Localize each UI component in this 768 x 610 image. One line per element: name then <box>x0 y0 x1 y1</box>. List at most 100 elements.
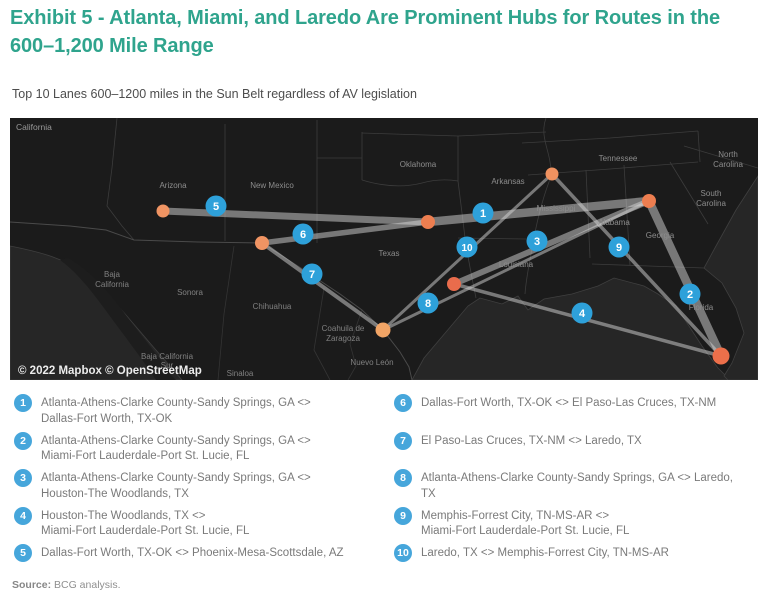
hub-dot-houston <box>447 277 461 291</box>
route-line-2 <box>644 196 726 361</box>
state-label-mississippi: Mississippi <box>537 204 576 213</box>
lane-marker-9: 9 <box>608 236 630 258</box>
lane-marker-4: 4 <box>571 302 593 324</box>
route-map[interactable]: 1 2 3 4 5 6 7 8 9 10 California Oklahoma… <box>10 118 758 380</box>
legend-item-3: 3 Atlanta-Athens-Clarke County-Sandy Spr… <box>14 467 394 505</box>
state-label-sinaloa: Sinaloa <box>227 369 254 378</box>
state-label-alabama: Alabama <box>598 218 630 227</box>
state-label-chihuahua: Chihuahua <box>253 302 292 311</box>
atlantic-ocean <box>703 175 758 380</box>
lane-marker-label: 3 <box>534 236 540 248</box>
lane-description-line1: Atlanta-Athens-Clarke County-Sandy Sprin… <box>41 434 311 447</box>
state-label-baja-california: Baja <box>104 270 121 279</box>
lane-number-badge: 10 <box>394 544 412 563</box>
state-label-arizona: Arizona <box>159 181 187 190</box>
state-label-north-carolina: North <box>718 150 738 159</box>
state-label-arkansas: Arkansas <box>491 177 524 186</box>
source-note: Source: BCG analysis. <box>12 579 121 591</box>
lane-marker-1: 1 <box>472 202 494 224</box>
water-areas <box>10 175 758 380</box>
map-canvas: 1 2 3 4 5 6 7 8 9 10 California Oklahoma… <box>10 118 758 380</box>
lane-marker-5: 5 <box>205 195 227 217</box>
hub-dot-atlanta <box>642 194 656 208</box>
hub-dot-dallas <box>421 215 435 229</box>
lane-description: El Paso-Las Cruces, TX-NM <> Laredo, TX <box>421 432 642 450</box>
route-line-9 <box>550 172 723 358</box>
state-label-coahuila: Zaragoza <box>326 334 360 343</box>
exhibit-title: Exhibit 5 - Atlanta, Miami, and Laredo A… <box>10 7 720 57</box>
state-label-baja-california-sur: Sur <box>161 361 174 370</box>
lane-description-line1: El Paso-Las Cruces, TX-NM <> Laredo, TX <box>421 434 642 447</box>
legend-item-7: 7 El Paso-Las Cruces, TX-NM <> Laredo, T… <box>394 430 746 468</box>
lane-description-line1: Houston-The Woodlands, TX <> <box>41 509 206 522</box>
legend-item-5: 5 Dallas-Fort Worth, TX-OK <> Phoenix-Me… <box>14 542 394 580</box>
state-label-california: California <box>16 122 52 132</box>
state-label-north-carolina: Carolina <box>713 160 743 169</box>
state-label-texas: Texas <box>379 249 400 258</box>
route-line-6 <box>259 219 431 246</box>
lane-marker-7: 7 <box>301 263 323 285</box>
route-line-7 <box>260 241 385 332</box>
state-label-south-carolina: South <box>701 189 722 198</box>
lane-description-line1: Atlanta-Athens-Clarke County-Sandy Sprin… <box>41 397 311 409</box>
lane-legend: 1 Atlanta-Athens-Clarke County-Sandy Spr… <box>14 392 758 580</box>
lane-marker-6: 6 <box>292 223 314 245</box>
lane-marker-label: 6 <box>300 229 306 241</box>
legend-item-4: 4 Houston-The Woodlands, TX <> Miami-Fort… <box>14 505 394 543</box>
state-label-florida: Florida <box>689 303 714 312</box>
lane-description: Laredo, TX <> Memphis-Forrest City, TN-M… <box>421 544 669 562</box>
lane-marker-10: 10 <box>456 236 478 258</box>
lane-description-line1: Atlanta-Athens-Clarke County-Sandy Sprin… <box>421 472 733 500</box>
lane-number-badge: 3 <box>14 469 32 488</box>
lane-number-badge: 7 <box>394 431 412 450</box>
mexico-state-borders <box>217 245 363 380</box>
state-label-coahuila: Coahuila de <box>322 324 365 333</box>
route-line-1 <box>423 196 654 227</box>
lane-description: Dallas-Fort Worth, TX-OK <> Phoenix-Mesa… <box>41 544 344 562</box>
lane-marker-2: 2 <box>679 283 701 305</box>
lane-marker-label: 9 <box>616 242 622 254</box>
lane-number-badge: 9 <box>394 506 412 525</box>
lane-description-line1: Atlanta-Athens-Clarke County-Sandy Sprin… <box>41 472 311 485</box>
state-label-sonora: Sonora <box>177 288 203 297</box>
lane-description-line1: Dallas-Fort Worth, TX-OK <> El Paso-Las … <box>421 397 717 409</box>
legend-item-8: 8 Atlanta-Athens-Clarke County-Sandy Spr… <box>394 467 746 505</box>
lane-markers: 1 2 3 4 5 6 7 8 9 10 <box>205 195 701 324</box>
baja-peninsula <box>60 258 176 380</box>
legend-item-10: 10 Laredo, TX <> Memphis-Forrest City, T… <box>394 542 746 580</box>
lane-description: Memphis-Forrest City, TN-MS-AR <> Miami-F… <box>421 507 629 540</box>
state-label-oklahoma: Oklahoma <box>400 160 437 169</box>
lane-marker-label: 8 <box>425 298 431 310</box>
lane-description-line1: Dallas-Fort Worth, TX-OK <> Phoenix-Mesa… <box>41 547 344 560</box>
hub-dot-miami <box>712 347 730 365</box>
lane-description-line2: Miami-Fort Lauderdale-Port St. Lucie, FL <box>41 450 250 463</box>
us-mexico-border <box>10 221 413 380</box>
map-attribution-link[interactable]: © 2022 Mapbox © OpenStreetMap <box>18 365 202 377</box>
region-labels: California Oklahoma Tennessee North Caro… <box>16 122 743 378</box>
lane-marker-8: 8 <box>417 292 439 314</box>
lane-number-badge: 6 <box>394 394 412 412</box>
lane-description-line1: Laredo, TX <> Memphis-Forrest City, TN-M… <box>421 547 669 560</box>
lane-description-line2: Houston-The Woodlands, TX <box>41 487 189 500</box>
lane-marker-label: 4 <box>579 308 586 320</box>
lane-number-badge: 5 <box>14 544 32 563</box>
gulf-of-mexico <box>411 277 731 380</box>
source-label: Source: <box>12 579 52 591</box>
hub-dot-memphis <box>545 167 559 181</box>
hub-dot-phoenix <box>156 204 170 218</box>
lane-marker-label: 2 <box>687 289 693 301</box>
exhibit-subtitle: Top 10 Lanes 600–1200 miles in the Sun B… <box>12 87 417 101</box>
lane-description-line2: Miami-Fort Lauderdale-Port St. Lucie, FL <box>421 525 630 538</box>
lane-marker-label: 5 <box>213 201 219 213</box>
lane-marker-label: 1 <box>480 208 486 220</box>
source-text: BCG analysis. <box>54 579 121 591</box>
hub-dot-el-paso <box>255 236 269 250</box>
legend-item-2: 2 Atlanta-Athens-Clarke County-Sandy Spr… <box>14 430 394 468</box>
state-label-south-carolina: Carolina <box>696 199 726 208</box>
route-line-5 <box>159 207 432 226</box>
state-label-baja-california-sur: Baja California <box>141 352 194 361</box>
hub-dot-laredo <box>375 322 391 338</box>
lane-description: Atlanta-Athens-Clarke County-Sandy Sprin… <box>41 432 311 465</box>
lane-description: Atlanta-Athens-Clarke County-Sandy Sprin… <box>421 469 746 502</box>
